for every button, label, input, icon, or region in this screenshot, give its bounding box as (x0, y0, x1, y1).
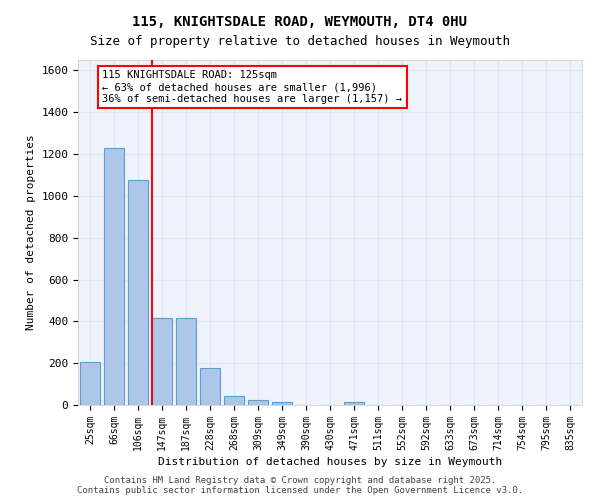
Bar (128, 180, 148, 405)
Text: Contains HM Land Registry data © Crown copyright and database right 2025.
Contai: Contains HM Land Registry data © Crown c… (77, 476, 523, 495)
Bar (272, 402, 292, 405)
Y-axis label: Number of detached properties: Number of detached properties (26, 134, 36, 330)
Bar (176, 318, 196, 405)
Bar (344, 402, 364, 405)
Text: 115, KNIGHTSDALE ROAD, WEYMOUTH, DT4 0HU: 115, KNIGHTSDALE ROAD, WEYMOUTH, DT4 0HU (133, 15, 467, 29)
Bar (224, 396, 244, 405)
Bar (200, 368, 220, 405)
Text: 115 KNIGHTSDALE ROAD: 125sqm
← 63% of detached houses are smaller (1,996)
36% of: 115 KNIGHTSDALE ROAD: 125sqm ← 63% of de… (103, 70, 403, 104)
Bar (152, 318, 172, 405)
Bar (248, 400, 268, 405)
X-axis label: Distribution of detached houses by size in Weymouth: Distribution of detached houses by size … (158, 457, 502, 467)
Text: Size of property relative to detached houses in Weymouth: Size of property relative to detached ho… (90, 35, 510, 48)
Bar (80, 362, 100, 405)
Bar (104, 148, 124, 405)
